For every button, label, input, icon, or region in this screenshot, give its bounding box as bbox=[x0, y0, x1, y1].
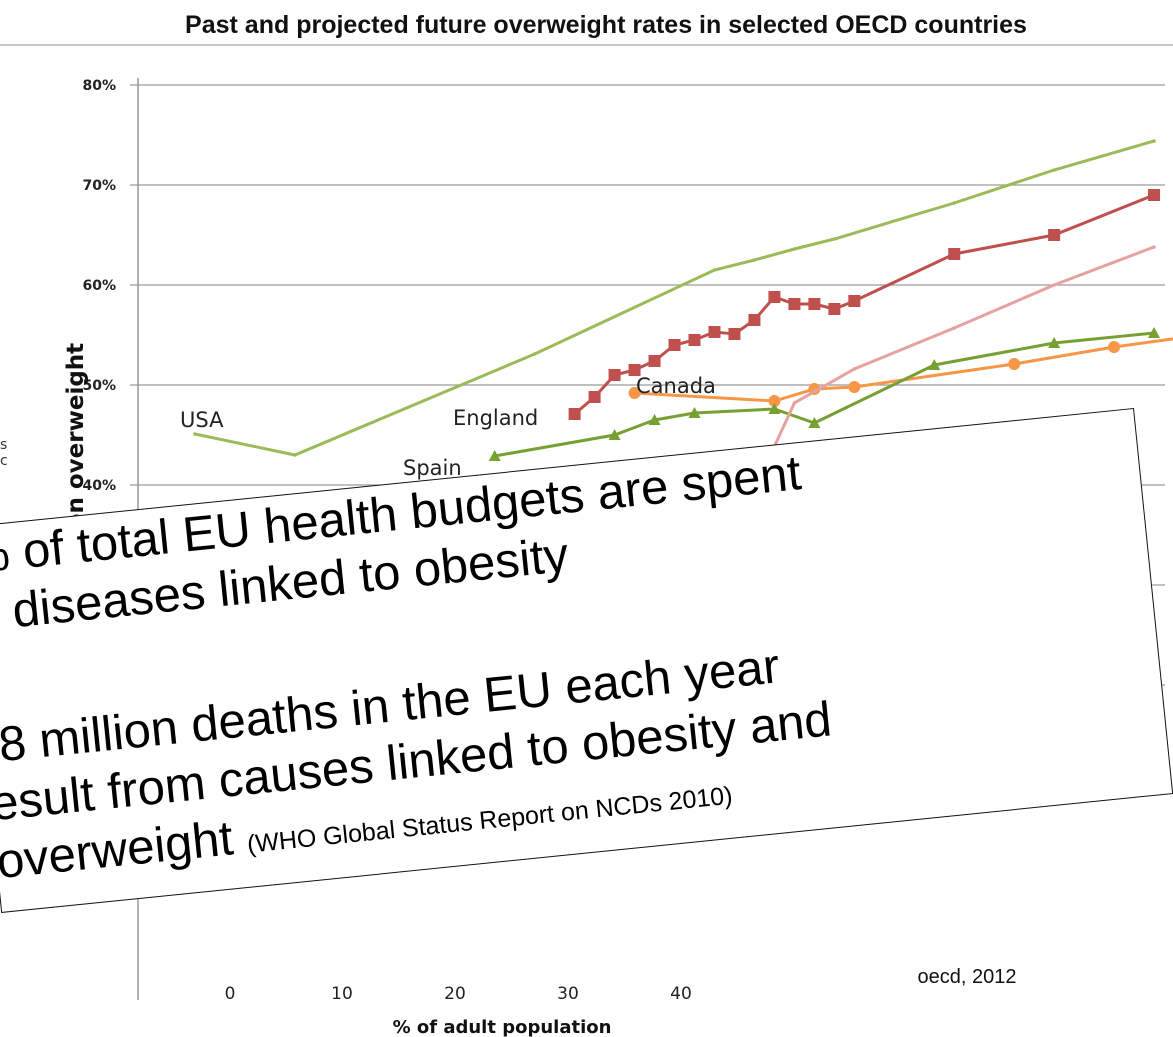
x-tick-label: 20 bbox=[444, 984, 466, 1004]
data-point bbox=[952, 201, 957, 205]
data-point bbox=[768, 291, 781, 303]
data-point bbox=[828, 303, 841, 315]
data-point bbox=[193, 432, 197, 436]
data-point bbox=[628, 364, 641, 376]
data-point bbox=[788, 298, 801, 310]
data-point bbox=[628, 387, 641, 399]
x-tick-label: 40 bbox=[670, 984, 692, 1004]
series-label-spain: Spain bbox=[403, 456, 462, 480]
series-label-canada: Canada bbox=[636, 374, 716, 398]
data-point bbox=[852, 367, 857, 371]
data-point bbox=[948, 248, 961, 260]
data-point bbox=[1148, 327, 1161, 338]
data-point bbox=[848, 295, 861, 307]
data-point bbox=[792, 247, 797, 251]
data-point bbox=[688, 334, 701, 346]
data-point bbox=[608, 429, 621, 440]
data-point bbox=[588, 391, 601, 403]
data-point bbox=[1052, 283, 1056, 287]
y-axis-label: ion overweight bbox=[63, 343, 89, 537]
series-lines bbox=[193, 139, 1173, 492]
y-tick-labels: 80% 70% 60% 50% 40% bbox=[82, 78, 116, 494]
data-point bbox=[608, 369, 621, 381]
edge-fragment-1: s bbox=[0, 437, 7, 453]
data-point bbox=[808, 417, 821, 428]
data-point bbox=[752, 258, 757, 262]
data-point bbox=[768, 403, 781, 414]
series-line-usa bbox=[194, 139, 1155, 457]
chart-title: Past and projected future overweight rat… bbox=[185, 11, 1027, 39]
x-tick-label: 0 bbox=[225, 984, 236, 1004]
data-point bbox=[488, 450, 501, 461]
data-point bbox=[293, 453, 297, 457]
data-point bbox=[648, 414, 661, 425]
data-point bbox=[808, 298, 821, 310]
y-tick-label: 40% bbox=[82, 478, 116, 494]
data-point bbox=[952, 326, 957, 330]
data-point bbox=[1148, 189, 1161, 201]
data-point bbox=[532, 352, 537, 356]
data-point bbox=[768, 395, 781, 407]
series-labels: USA England Canada Spain bbox=[180, 374, 716, 480]
data-point bbox=[832, 237, 837, 241]
data-point bbox=[792, 401, 797, 405]
data-point bbox=[1008, 358, 1021, 370]
data-point bbox=[748, 314, 761, 326]
series-label-usa: USA bbox=[180, 408, 224, 432]
data-point bbox=[708, 326, 721, 338]
x-tick-label: 30 bbox=[557, 984, 579, 1004]
y-tick-label: 50% bbox=[82, 378, 116, 394]
source-credit: oecd, 2012 bbox=[918, 966, 1017, 988]
y-tick-label: 60% bbox=[82, 278, 116, 294]
x-axis-label: % of adult population bbox=[393, 1017, 612, 1037]
data-point bbox=[1152, 139, 1156, 143]
data-point bbox=[1048, 337, 1061, 348]
data-point bbox=[1048, 229, 1061, 241]
data-point bbox=[648, 355, 661, 367]
x-tick-label: 10 bbox=[331, 984, 353, 1004]
y-tick-label: 70% bbox=[82, 178, 116, 194]
series-label-england: England bbox=[453, 406, 538, 430]
data-point bbox=[1152, 245, 1156, 249]
data-point bbox=[712, 268, 717, 272]
data-point bbox=[728, 328, 741, 340]
data-point bbox=[688, 407, 701, 418]
series-line-unnamed bbox=[753, 245, 1155, 491]
data-point bbox=[1108, 341, 1121, 353]
x-tick-labels: 0 10 20 30 40 bbox=[225, 984, 692, 1004]
data-point bbox=[848, 381, 861, 393]
data-point bbox=[668, 339, 681, 351]
data-point bbox=[1052, 168, 1056, 172]
y-tick-label: 80% bbox=[82, 78, 116, 94]
data-point bbox=[928, 359, 941, 370]
edge-fragment-2: c bbox=[0, 453, 8, 469]
data-point bbox=[568, 408, 581, 420]
